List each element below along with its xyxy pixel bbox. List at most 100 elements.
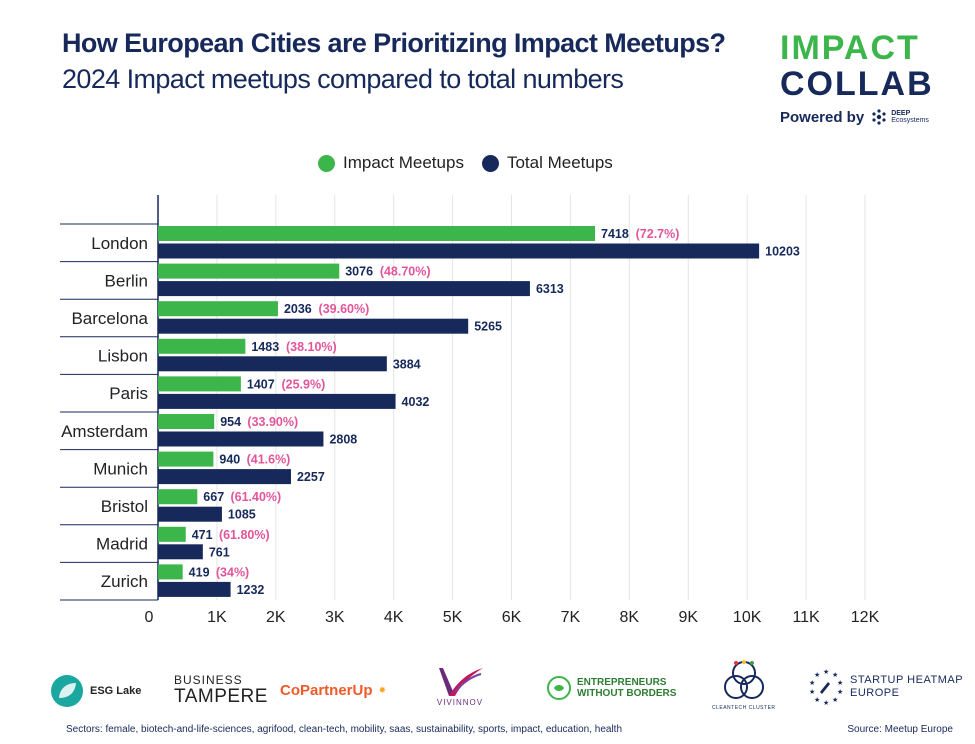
svg-text:★: ★: [832, 671, 838, 679]
percent-label: (25.9%): [281, 377, 325, 391]
data-label-impact: 954: [220, 415, 241, 429]
x-tick-label: 7K: [561, 609, 581, 626]
chart-legend: Impact Meetups Total Meetups: [318, 153, 613, 173]
bar-impact: [158, 263, 340, 279]
category-label: Bristol: [101, 497, 148, 516]
bar-impact: [158, 564, 183, 580]
partner-heatmap-line2: EUROPE: [850, 687, 900, 699]
bar-total: [158, 318, 469, 334]
svg-text:★: ★: [814, 696, 820, 704]
x-tick-label: 3K: [325, 609, 345, 626]
partner-ewb-text: ENTREPRENEURS WITHOUT BORDERS: [577, 677, 676, 699]
category-label: Berlin: [105, 271, 148, 290]
logo-line-impact: IMPACT: [780, 29, 920, 67]
spark-icon: ✸: [378, 685, 387, 695]
data-label-impact: 3076: [345, 265, 373, 279]
partner-vivinnov-name: VIVINNOV: [436, 698, 484, 707]
bar-impact: [158, 451, 214, 467]
x-tick-label: 12K: [851, 609, 880, 626]
bar-total: [158, 356, 387, 372]
category-label: Zurich: [101, 572, 148, 591]
data-label-total: 2257: [297, 470, 325, 484]
partner-esg-lake: ESG Lake: [50, 674, 141, 708]
svg-text:★: ★: [832, 696, 838, 704]
svg-text:★: ★: [809, 688, 815, 696]
data-label-total: 1085: [228, 508, 256, 522]
bar-impact: [158, 414, 215, 429]
data-label-total: 3884: [393, 357, 421, 371]
legend-label-total: Total Meetups: [506, 153, 613, 172]
category-label: Paris: [109, 384, 148, 403]
partner-cleantech-name: CLEANTECH CLUSTER: [712, 705, 776, 711]
svg-text:★: ★: [814, 671, 820, 679]
bar-impact: [158, 376, 241, 392]
bar-impact: [158, 301, 278, 317]
leaf-circle-icon: [51, 675, 83, 707]
x-tick-label: 6K: [502, 609, 522, 626]
data-label-impact: 940: [219, 453, 240, 467]
data-label-total: 10203: [765, 245, 800, 259]
x-tick-label: 0: [145, 609, 154, 626]
x-tick-label: 9K: [678, 609, 698, 626]
x-tick-label: 5K: [443, 609, 463, 626]
percent-label: (39.60%): [319, 302, 370, 316]
bar-impact: [158, 489, 198, 505]
data-label-impact: 471: [192, 528, 213, 542]
data-label-total: 2808: [329, 433, 357, 447]
bar-total: [158, 431, 324, 447]
bar-total: [158, 469, 291, 485]
legend-swatch-total: [481, 154, 499, 172]
partner-heatmap-line1: STARTUP HEATMAP: [850, 674, 964, 686]
data-label-total: 6313: [536, 282, 564, 296]
bar-total: [158, 281, 530, 297]
category-label: London: [91, 234, 148, 253]
category-label: Amsterdam: [61, 422, 148, 441]
partner-business-tampere-line2: TAMPERE: [174, 686, 268, 707]
category-label: Lisbon: [98, 347, 148, 366]
percent-label: (34%): [216, 565, 249, 579]
globe-icon: [547, 676, 571, 700]
partner-entrepreneurs-without-borders: ENTREPRENEURS WITHOUT BORDERS: [547, 676, 676, 700]
eu-stars-rocket-icon: ★ ★★ ★★★ ★★★ ★: [809, 668, 843, 706]
x-tick-label: 4K: [384, 609, 404, 626]
deep-ecosystems-logo: DEEP Ecosystems: [870, 108, 929, 126]
impact-collab-logo: IMPACT COLLAB Powered by DEEP Ecosystems: [780, 30, 955, 126]
svg-text:★: ★: [809, 679, 815, 687]
bar-total: [158, 243, 760, 259]
footer-sectors: Sectors: female, biotech-and-life-scienc…: [66, 724, 623, 735]
powered-by-label: Powered by: [780, 108, 865, 126]
deep-line2: Ecosystems: [891, 117, 929, 124]
deep-ecosystems-text: DEEP Ecosystems: [891, 110, 929, 124]
partner-business-tampere: BUSINESS TAMPERE: [174, 673, 268, 707]
bar-impact: [158, 526, 186, 542]
data-label-impact: 667: [203, 490, 224, 504]
bar-total: [158, 544, 203, 560]
deep-line1: DEEP: [891, 110, 911, 117]
partner-copartnerup-name: CoPartnerUp: [280, 682, 373, 699]
partner-ewb-line1: ENTREPRENEURS: [577, 677, 667, 688]
x-tick-label: 10K: [733, 609, 762, 626]
svg-text:★: ★: [823, 699, 829, 706]
legend-swatch-impact: [318, 154, 335, 172]
partner-heatmap-text: STARTUP HEATMAP EUROPE: [850, 674, 963, 700]
footer-source: Source: Meetup Europe: [847, 724, 953, 735]
percent-label: (33.90%): [247, 415, 298, 429]
chart-title: How European Cities are Prioritizing Imp…: [62, 28, 726, 58]
x-tick-label: 2K: [266, 609, 286, 626]
svg-text:★: ★: [837, 679, 843, 687]
partner-cleantech: CLEANTECH CLUSTER: [712, 660, 776, 711]
logo-line-collab: COLLAB: [780, 65, 934, 103]
data-label-impact: 419: [189, 565, 210, 579]
partner-startup-heatmap: ★ ★ ★ ★ ★ ★ ★ ★ ★ ★ STARTUP HEATMAP EUROPE: [806, 668, 963, 706]
percent-label: (61.40%): [230, 490, 281, 504]
percent-label: (61.80%): [219, 528, 270, 542]
bar-impact: [158, 226, 596, 241]
partner-vivinnov: VIVINNOV: [435, 664, 485, 707]
legend-item-impact: Impact Meetups: [318, 153, 464, 173]
percent-label: (72.7%): [636, 227, 680, 241]
partner-ewb-line2: WITHOUT BORDERS: [577, 688, 677, 699]
partner-esg-lake-name: ESG Lake: [90, 685, 142, 697]
category-label: Barcelona: [71, 309, 148, 328]
svg-text:★: ★: [823, 668, 829, 676]
partner-business-tampere-line1: BUSINESS: [174, 673, 243, 687]
